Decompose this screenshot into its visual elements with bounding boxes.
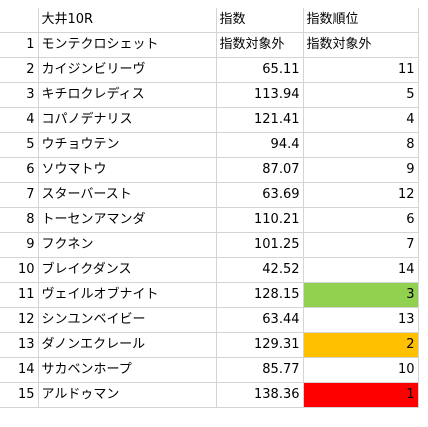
row-number-cell[interactable]: 3 <box>0 82 39 108</box>
header-cell-rank[interactable]: 指数順位 <box>302 8 419 33</box>
horse-name-cell[interactable]: シンユンベイビー <box>37 307 217 333</box>
spreadsheet-grid: 大井10R 指数 指数順位 1 モンテクロシェット 指数対象外 指数対象外 2 カイジンビ… <box>0 8 419 408</box>
score-cell[interactable]: 87.07 <box>215 157 304 183</box>
table-row: 7 スターバースト 63.69 12 <box>0 182 419 208</box>
table-row: 8 トーセンアマンダ 110.21 6 <box>0 207 419 233</box>
table-row: 2 カイジンビリーヴ 65.11 11 <box>0 57 419 83</box>
row-number-cell[interactable]: 1 <box>0 32 39 58</box>
horse-name-cell[interactable]: フクネン <box>37 232 217 258</box>
table-row: 1 モンテクロシェット 指数対象外 指数対象外 <box>0 32 419 58</box>
rank-cell[interactable]: 指数対象外 <box>302 32 419 58</box>
row-number-cell[interactable]: 12 <box>0 307 39 333</box>
horse-name-cell[interactable]: スターバースト <box>37 182 217 208</box>
score-cell[interactable]: 63.44 <box>215 307 304 333</box>
rank-cell[interactable]: 10 <box>302 357 419 383</box>
rank-cell[interactable]: 4 <box>302 107 419 133</box>
rank-cell[interactable]: 6 <box>302 207 419 233</box>
row-number-cell[interactable]: 7 <box>0 182 39 208</box>
rank-cell[interactable]: 2 <box>302 332 419 358</box>
rank-cell[interactable]: 12 <box>302 182 419 208</box>
horse-name-cell[interactable]: サカベンホープ <box>37 357 217 383</box>
horse-name-cell[interactable]: ウチョウテン <box>37 132 217 158</box>
rank-cell[interactable]: 1 <box>302 382 419 408</box>
table-row: 3 キチロクレディス 113.94 5 <box>0 82 419 108</box>
header-cell-score[interactable]: 指数 <box>215 8 304 33</box>
horse-name-cell[interactable]: コパノデナリス <box>37 107 217 133</box>
table-row: 13 ダノンエクレール 129.31 2 <box>0 332 419 358</box>
rank-cell[interactable]: 5 <box>302 82 419 108</box>
row-number-cell[interactable]: 9 <box>0 232 39 258</box>
horse-name-cell[interactable]: キチロクレディス <box>37 82 217 108</box>
header-cell-race[interactable]: 大井10R <box>37 8 217 33</box>
row-number-cell[interactable]: 14 <box>0 357 39 383</box>
score-cell[interactable]: 128.15 <box>215 282 304 308</box>
score-cell[interactable]: 121.41 <box>215 107 304 133</box>
score-cell[interactable]: 129.31 <box>215 332 304 358</box>
table-row: 10 ブレイクダンス 42.52 14 <box>0 257 419 283</box>
header-cell-no[interactable] <box>0 8 39 33</box>
rank-cell[interactable]: 11 <box>302 57 419 83</box>
score-cell[interactable]: 138.36 <box>215 382 304 408</box>
score-cell[interactable]: 94.4 <box>215 132 304 158</box>
sheet-body: 大井10R 指数 指数順位 1 モンテクロシェット 指数対象外 指数対象外 2 カイジンビ… <box>0 8 419 408</box>
rank-cell[interactable]: 13 <box>302 307 419 333</box>
header-row: 大井10R 指数 指数順位 <box>0 8 419 33</box>
rank-cell[interactable]: 3 <box>302 282 419 308</box>
score-cell[interactable]: 指数対象外 <box>215 32 304 58</box>
row-number-cell[interactable]: 11 <box>0 282 39 308</box>
score-cell[interactable]: 113.94 <box>215 82 304 108</box>
score-cell[interactable]: 101.25 <box>215 232 304 258</box>
horse-name-cell[interactable]: ブレイクダンス <box>37 257 217 283</box>
row-number-cell[interactable]: 10 <box>0 257 39 283</box>
rank-cell[interactable]: 9 <box>302 157 419 183</box>
table-row: 12 シンユンベイビー 63.44 13 <box>0 307 419 333</box>
score-cell[interactable]: 110.21 <box>215 207 304 233</box>
score-cell[interactable]: 63.69 <box>215 182 304 208</box>
score-cell[interactable]: 65.11 <box>215 57 304 83</box>
horse-name-cell[interactable]: ソウマトウ <box>37 157 217 183</box>
horse-name-cell[interactable]: ヴェイルオブナイト <box>37 282 217 308</box>
horse-name-cell[interactable]: モンテクロシェット <box>37 32 217 58</box>
row-number-cell[interactable]: 4 <box>0 107 39 133</box>
horse-name-cell[interactable]: カイジンビリーヴ <box>37 57 217 83</box>
row-number-cell[interactable]: 6 <box>0 157 39 183</box>
row-number-cell[interactable]: 8 <box>0 207 39 233</box>
rank-cell[interactable]: 7 <box>302 232 419 258</box>
row-number-cell[interactable]: 13 <box>0 332 39 358</box>
table-row: 14 サカベンホープ 85.77 10 <box>0 357 419 383</box>
table-row: 6 ソウマトウ 87.07 9 <box>0 157 419 183</box>
row-number-cell[interactable]: 5 <box>0 132 39 158</box>
rank-cell[interactable]: 8 <box>302 132 419 158</box>
table-row: 15 アルドゥマン 138.36 1 <box>0 382 419 408</box>
horse-name-cell[interactable]: ダノンエクレール <box>37 332 217 358</box>
table-row: 4 コパノデナリス 121.41 4 <box>0 107 419 133</box>
horse-name-cell[interactable]: トーセンアマンダ <box>37 207 217 233</box>
score-cell[interactable]: 42.52 <box>215 257 304 283</box>
table-row: 5 ウチョウテン 94.4 8 <box>0 132 419 158</box>
table-row: 11 ヴェイルオブナイト 128.15 3 <box>0 282 419 308</box>
horse-name-cell[interactable]: アルドゥマン <box>37 382 217 408</box>
score-cell[interactable]: 85.77 <box>215 357 304 383</box>
row-number-cell[interactable]: 15 <box>0 382 39 408</box>
row-number-cell[interactable]: 2 <box>0 57 39 83</box>
table-row: 9 フクネン 101.25 7 <box>0 232 419 258</box>
rank-cell[interactable]: 14 <box>302 257 419 283</box>
